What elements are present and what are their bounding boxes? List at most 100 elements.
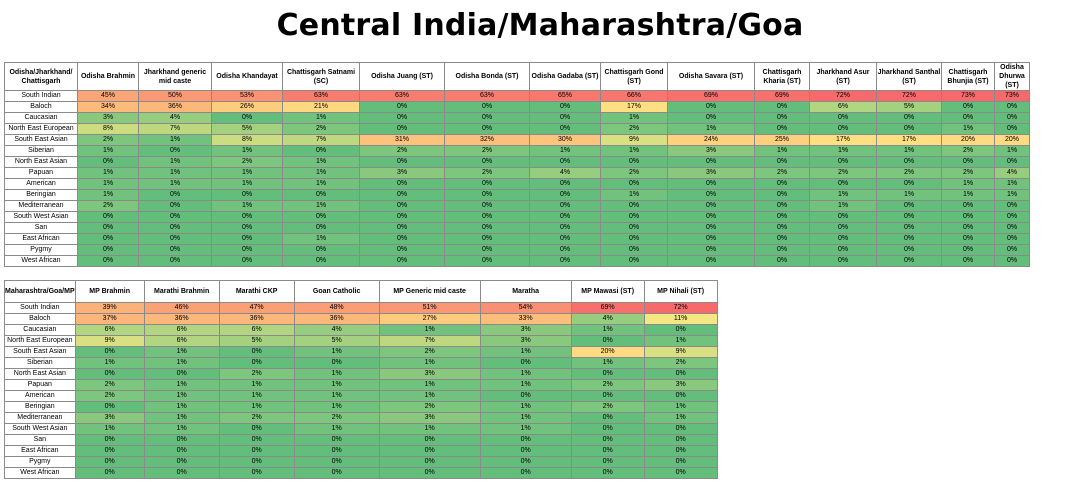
table-row: Caucasian 3% 4% 0% 1% 0% 0% 0% 1% 0% 0% 0% 0% 0% 0%	[4, 112, 1030, 124]
table-row: American 2% 1% 1% 1% 1% 0% 0% 0%	[4, 390, 718, 402]
heat-cell: 0%	[643, 423, 718, 435]
heat-cell: 20%	[941, 134, 995, 146]
heat-cell: 0%	[876, 255, 942, 267]
heat-cell: 0%	[479, 456, 572, 468]
heat-cell: 0%	[218, 357, 295, 369]
heat-cell: 0%	[479, 390, 572, 402]
heat-cell: 1%	[941, 178, 995, 190]
heat-cell: 1%	[479, 423, 572, 435]
row-label-san: San	[4, 434, 76, 446]
heat-cell: 1%	[378, 357, 481, 369]
heat-cell: 0%	[600, 222, 668, 234]
heat-cell: 0%	[359, 200, 445, 212]
heat-cell: 0%	[754, 255, 810, 267]
table-row: South West Asian 1% 1% 0% 1% 1% 1% 0% 0%	[4, 423, 718, 435]
heat-cell: 1%	[211, 200, 283, 212]
row-label-north-east-european: North East European	[4, 123, 78, 135]
heat-cell: 0%	[529, 244, 601, 256]
heat-cell: 1%	[643, 401, 718, 413]
heat-cell: 20%	[570, 346, 645, 358]
heat-cell: 0%	[570, 368, 645, 380]
heat-cell: 1%	[994, 145, 1030, 157]
heat-cell: 0%	[570, 423, 645, 435]
heat-cell: 0%	[77, 156, 139, 168]
heat-cell: 1%	[600, 189, 668, 201]
column-header-odisha-savara-st: Odisha Savara (ST)	[667, 62, 755, 91]
heat-cell: 0%	[444, 101, 530, 113]
heat-cell: 0%	[754, 123, 810, 135]
row-label-caucasian: Caucasian	[4, 324, 76, 336]
heat-cell: 0%	[876, 233, 942, 245]
heat-cell: 0%	[444, 244, 530, 256]
row-label-east-african: East African	[4, 233, 78, 245]
heat-cell: 46%	[143, 302, 220, 314]
heat-cell: 53%	[211, 90, 283, 102]
heat-cell: 0%	[941, 255, 995, 267]
heat-cell: 0%	[218, 423, 295, 435]
heat-cell: 0%	[218, 346, 295, 358]
heat-cell: 7%	[138, 123, 212, 135]
table-row: Siberian 1% 0% 1% 0% 2% 2% 1% 1% 3% 1% 1% 1% 2% 1%	[4, 145, 1030, 157]
heat-cell: 1%	[378, 390, 481, 402]
heat-cell: 0%	[994, 222, 1030, 234]
heatmap-table-odisha-jharkhand-chattisgarh: Odisha/Jharkhand/ Chattisgarh Odisha Brah…	[4, 62, 1030, 267]
heat-cell: 2%	[77, 200, 139, 212]
heat-cell: 0%	[138, 222, 212, 234]
table-row: Pygmy 0% 0% 0% 0% 0% 0% 0% 0%	[4, 456, 718, 468]
heat-cell: 2%	[218, 368, 295, 380]
column-header-chattisgarh-kharia-st: Chattisgarh Kharia (ST)	[754, 62, 810, 91]
heat-cell: 0%	[359, 244, 445, 256]
row-label-papuan: Papuan	[4, 379, 76, 391]
heat-cell: 1%	[74, 357, 145, 369]
heat-cell: 1%	[138, 134, 212, 146]
heat-cell: 2%	[293, 412, 380, 424]
heat-cell: 3%	[479, 335, 572, 347]
row-label-north-east-asian: North East Asian	[4, 368, 76, 380]
heat-cell: 0%	[359, 233, 445, 245]
heat-cell: 6%	[74, 324, 145, 336]
heat-cell: 0%	[444, 178, 530, 190]
heat-cell: 0%	[570, 445, 645, 457]
heat-cell: 0%	[809, 112, 877, 124]
column-header-odisha-gadaba-st: Odisha Gadaba (ST)	[529, 62, 601, 91]
heatmap-table-maharashtra-goa-mp: Maharashtra/Goa/MP MP Brahmin Marathi Brah…	[4, 280, 718, 479]
heat-cell: 0%	[809, 123, 877, 135]
heat-cell: 39%	[74, 302, 145, 314]
table-row: South East Asian 0% 1% 0% 1% 2% 1% 20% 9%	[4, 346, 718, 358]
heat-cell: 0%	[570, 467, 645, 479]
heat-cell: 0%	[809, 244, 877, 256]
heat-cell: 0%	[529, 255, 601, 267]
heat-cell: 3%	[378, 368, 481, 380]
heat-cell: 0%	[941, 233, 995, 245]
heat-cell: 0%	[293, 456, 380, 468]
heat-cell: 24%	[667, 134, 755, 146]
heat-cell: 1%	[378, 324, 481, 336]
heat-cell: 0%	[74, 401, 145, 413]
column-header-chattisgarh-gond-st: Chattisgarh Gond (ST)	[600, 62, 668, 91]
column-header-odisha-brahmin: Odisha Brahmin	[77, 62, 139, 91]
heat-cell: 25%	[754, 134, 810, 146]
heat-cell: 1%	[282, 112, 360, 124]
table-row: North East Asian 0% 0% 2% 1% 3% 1% 0% 0%	[4, 368, 718, 380]
heat-cell: 3%	[479, 324, 572, 336]
heat-cell: 73%	[994, 90, 1030, 102]
heat-cell: 0%	[994, 211, 1030, 223]
heat-cell: 2%	[444, 167, 530, 179]
column-header-jharkhand-asur-st: Jharkhand Asur (ST)	[809, 62, 877, 91]
heat-cell: 0%	[359, 101, 445, 113]
table-row: Mediterranean 3% 1% 2% 2% 3% 1% 0% 1%	[4, 412, 718, 424]
heat-cell: 1%	[282, 233, 360, 245]
heat-cell: 0%	[994, 112, 1030, 124]
heat-cell: 0%	[600, 211, 668, 223]
heat-cell: 0%	[667, 244, 755, 256]
row-label-american: American	[4, 390, 76, 402]
heat-cell: 0%	[479, 357, 572, 369]
heat-cell: 1%	[218, 379, 295, 391]
heat-cell: 0%	[282, 189, 360, 201]
heat-cell: 0%	[444, 233, 530, 245]
heat-cell: 1%	[643, 412, 718, 424]
heat-cell: 1%	[218, 401, 295, 413]
heat-cell: 0%	[444, 222, 530, 234]
table-row: Papuan 1% 1% 1% 1% 3% 2% 4% 2% 3% 2% 2% 2% 2% 4%	[4, 167, 1030, 179]
heat-cell: 0%	[529, 101, 601, 113]
